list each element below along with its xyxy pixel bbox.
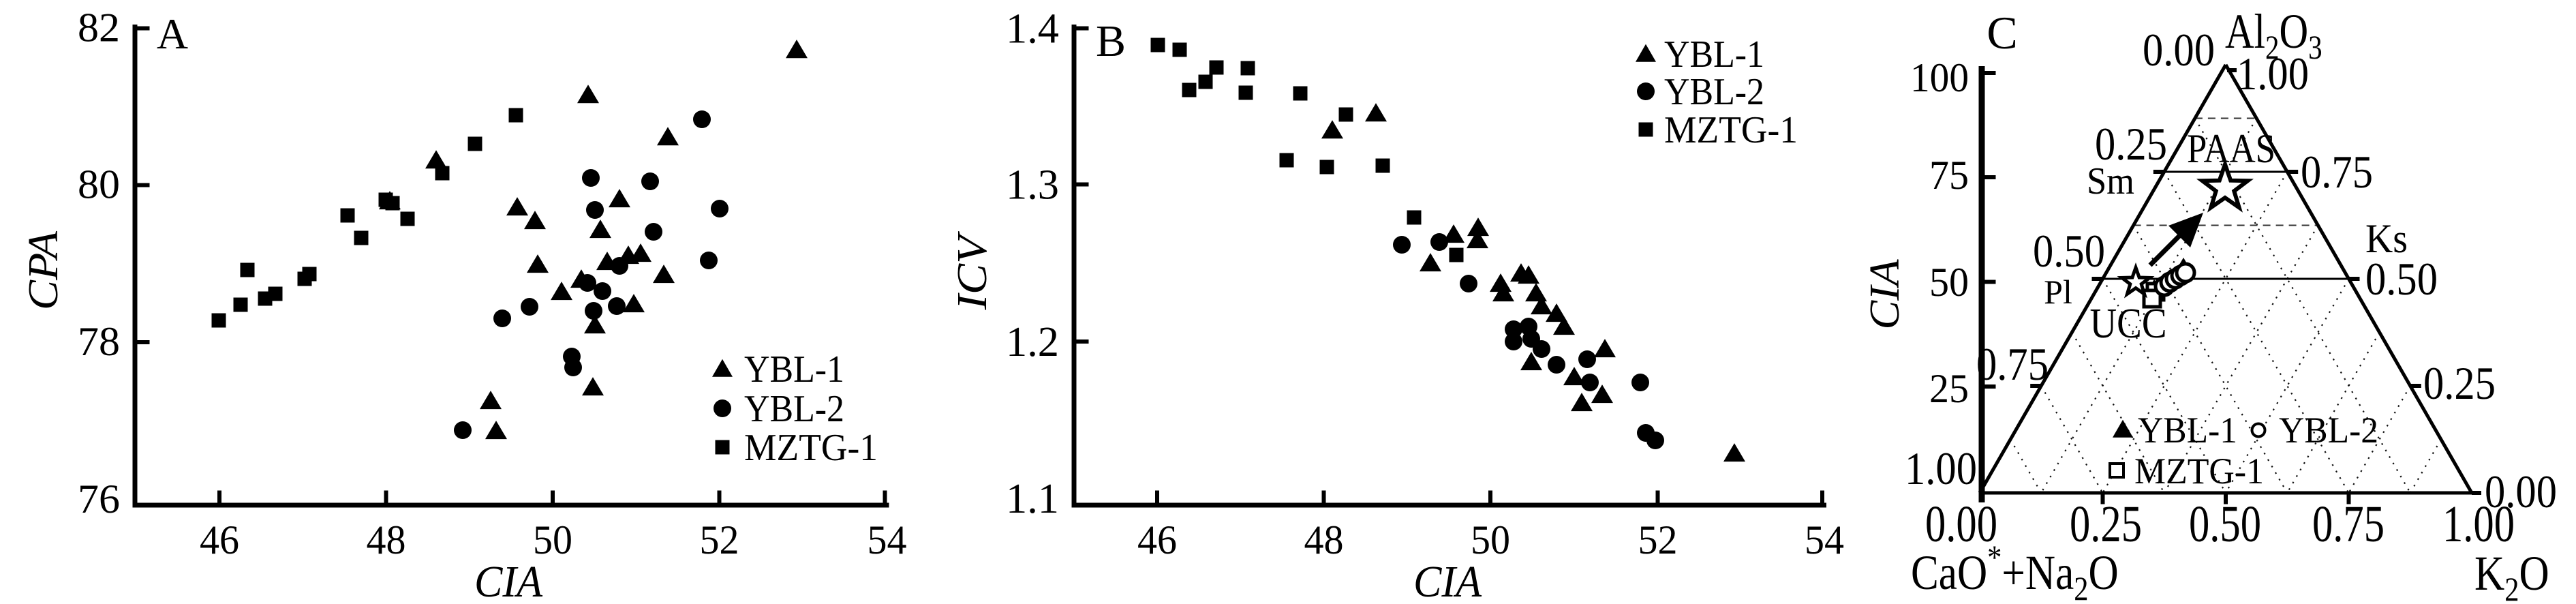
svg-text:0.50: 0.50 — [2189, 496, 2261, 553]
svg-text:MZTG-1: MZTG-1 — [744, 427, 878, 469]
svg-text:ICV: ICV — [949, 231, 996, 311]
svg-text:75: 75 — [1929, 153, 1969, 198]
svg-text:52: 52 — [1638, 517, 1678, 562]
svg-text:1.00: 1.00 — [2237, 48, 2309, 100]
svg-text:1.3: 1.3 — [1006, 162, 1059, 209]
svg-text:52: 52 — [700, 517, 739, 562]
svg-text:78: 78 — [78, 319, 120, 364]
svg-text:50: 50 — [1471, 517, 1510, 562]
svg-text:0.25: 0.25 — [2095, 118, 2167, 170]
svg-text:Sm: Sm — [2087, 160, 2134, 202]
svg-text:0.75: 0.75 — [2312, 496, 2385, 553]
svg-text:YBL-1: YBL-1 — [1664, 33, 1764, 76]
svg-text:CIA: CIA — [1413, 557, 1482, 604]
svg-text:Pl: Pl — [2044, 273, 2072, 311]
svg-text:54: 54 — [868, 517, 907, 562]
svg-text:76: 76 — [78, 477, 120, 522]
svg-text:1.00: 1.00 — [1905, 442, 1977, 494]
svg-text:1.1: 1.1 — [1006, 476, 1059, 522]
svg-text:1.00: 1.00 — [2442, 496, 2515, 553]
svg-text:A: A — [157, 10, 188, 58]
svg-text:1.4: 1.4 — [1006, 6, 1059, 52]
svg-text:46: 46 — [1137, 517, 1177, 562]
svg-text:48: 48 — [1304, 517, 1344, 562]
svg-text:0.00: 0.00 — [2143, 24, 2215, 76]
svg-text:0.25: 0.25 — [2070, 496, 2142, 553]
svg-text:0.75: 0.75 — [2301, 146, 2373, 198]
svg-text:50: 50 — [1929, 260, 1969, 305]
svg-text:0.75: 0.75 — [1976, 338, 2049, 390]
svg-text:YBL-1: YBL-1 — [2138, 410, 2237, 451]
svg-text:YBL-2: YBL-2 — [1664, 71, 1764, 113]
svg-text:CPA: CPA — [20, 230, 67, 310]
svg-text:0.00: 0.00 — [2485, 466, 2557, 517]
svg-text:YBL-1: YBL-1 — [744, 348, 844, 391]
svg-text:MZTG-1: MZTG-1 — [1664, 109, 1798, 151]
svg-text:UCC: UCC — [2090, 301, 2167, 347]
svg-text:0.50: 0.50 — [2033, 225, 2105, 277]
svg-text:54: 54 — [1805, 517, 1844, 562]
svg-text:Ks: Ks — [2365, 216, 2408, 261]
svg-text:CIA: CIA — [474, 557, 543, 604]
svg-text:PAAS: PAAS — [2187, 126, 2275, 171]
svg-text:CaO*+Na2O: CaO*+Na2O — [1911, 539, 2119, 604]
svg-text:25: 25 — [1929, 366, 1969, 411]
svg-text:100: 100 — [1910, 55, 1969, 100]
svg-text:MZTG-1: MZTG-1 — [2134, 451, 2264, 492]
svg-text:C: C — [1987, 7, 2017, 59]
svg-text:CIA: CIA — [1862, 258, 1908, 329]
svg-text:YBL-2: YBL-2 — [744, 388, 844, 430]
svg-text:1.2: 1.2 — [1006, 319, 1059, 365]
svg-text:YBL-2: YBL-2 — [2279, 410, 2378, 451]
svg-text:K2O: K2O — [2474, 546, 2549, 604]
svg-text:80: 80 — [78, 162, 120, 207]
svg-text:82: 82 — [78, 5, 120, 50]
svg-text:46: 46 — [200, 517, 239, 562]
svg-text:0.00: 0.00 — [1925, 496, 1997, 553]
svg-text:0.25: 0.25 — [2423, 357, 2496, 409]
svg-text:50: 50 — [533, 517, 572, 562]
svg-text:0.50: 0.50 — [2365, 253, 2438, 305]
svg-text:48: 48 — [367, 517, 406, 562]
svg-text:B: B — [1096, 16, 1126, 66]
